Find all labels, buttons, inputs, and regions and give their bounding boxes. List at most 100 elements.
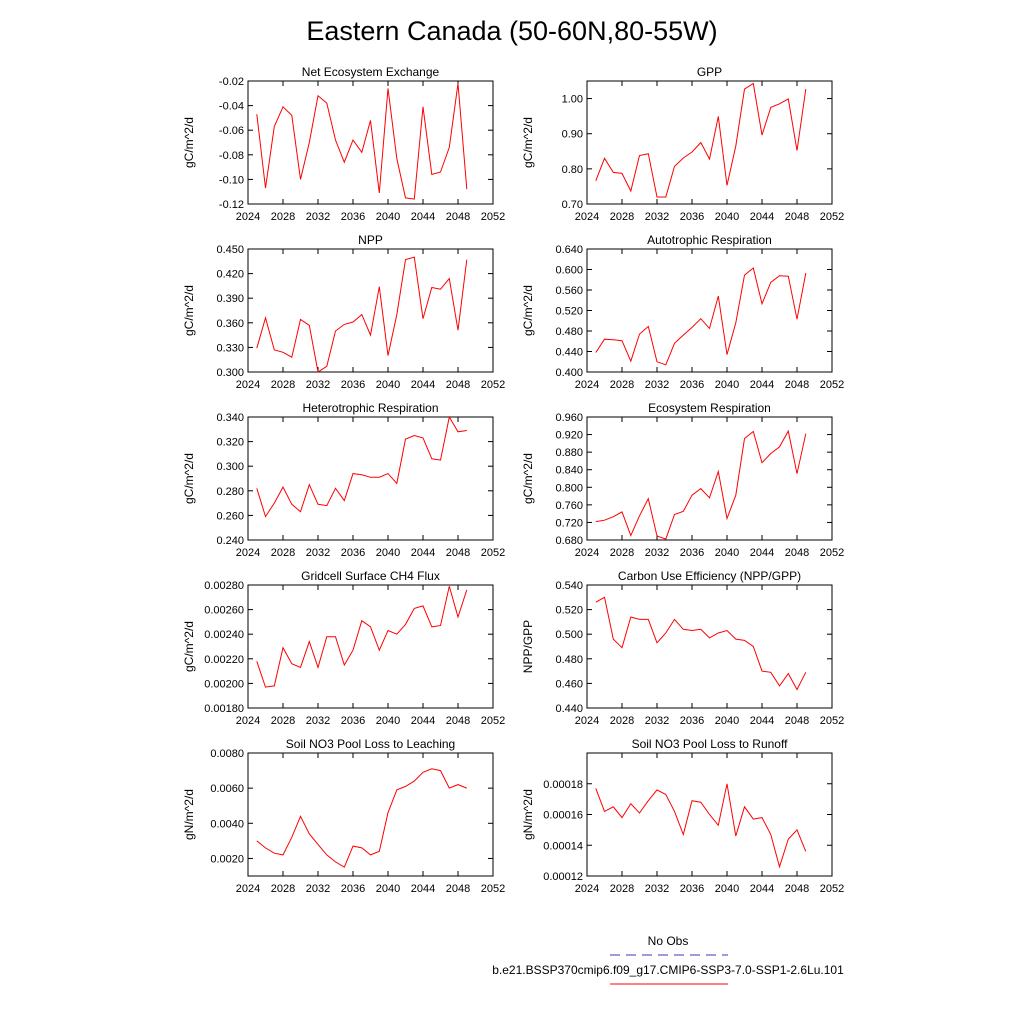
y-tick-label: 0.520: [555, 605, 583, 617]
legend-label-obs: No Obs: [648, 934, 689, 948]
y-tick-label: 0.320: [216, 437, 244, 449]
x-tick-label: 2028: [271, 715, 295, 727]
y-tick-label: 0.920: [555, 430, 583, 442]
x-tick-label: 2028: [610, 883, 634, 895]
y-axis-label: gC/m^2/d: [521, 117, 535, 168]
x-tick-label: 2044: [750, 211, 774, 223]
y-tick-label: 0.460: [555, 678, 583, 690]
x-tick-label: 2028: [610, 379, 634, 391]
x-tick-label: 2032: [645, 883, 669, 895]
x-tick-label: 2040: [715, 715, 739, 727]
y-tick-label: 0.0020: [210, 853, 244, 865]
plot-frame: [247, 248, 494, 373]
x-tick-label: 2052: [481, 715, 505, 727]
legend: No Obs b.e21.BSSP370cmip6.f09_g17.CMIP6-…: [492, 934, 844, 985]
x-tick-label: 2044: [411, 379, 435, 391]
x-tick-label: 2024: [236, 883, 260, 895]
panels: Net Ecosystem Exchange 2024 2028 2032 2036 20…: [182, 65, 844, 895]
y-tick-label: 0.520: [555, 306, 583, 318]
x-tick-label: 2032: [306, 211, 330, 223]
x-tick-label: 2032: [645, 379, 669, 391]
y-tick-label: 0.720: [555, 517, 583, 529]
x-tick-label: 2024: [236, 715, 260, 727]
y-axis-label: gC/m^2/d: [182, 453, 196, 504]
x-tick-label: 2048: [446, 211, 470, 223]
y-tick-label: 0.00016: [543, 810, 583, 822]
y-tick-label: 0.600: [555, 265, 583, 277]
x-tick-label: 2052: [820, 547, 844, 559]
plot-frame: [247, 416, 494, 541]
y-tick-label: 0.540: [555, 580, 583, 592]
panel-title: Carbon Use Efficiency (NPP/GPP): [618, 569, 801, 583]
y-tick-label: 0.480: [555, 654, 583, 666]
x-tick-label: 2028: [610, 715, 634, 727]
x-tick-label: 2028: [271, 883, 295, 895]
y-tick-label: 0.80: [562, 164, 583, 176]
x-tick-label: 2044: [750, 379, 774, 391]
panel-title: Net Ecosystem Exchange: [302, 65, 440, 79]
x-tick-label: 2024: [575, 547, 599, 559]
x-tick-label: 2036: [341, 547, 365, 559]
panel-3: Autotrophic Respiration 2024 2028 2032 2036 2…: [521, 233, 844, 391]
y-axis-label: gC/m^2/d: [182, 285, 196, 336]
plot-frame: [586, 80, 833, 205]
x-tick-label: 2052: [481, 883, 505, 895]
y-tick-label: 0.400: [555, 367, 583, 379]
y-tick-label: 0.800: [555, 482, 583, 494]
figure-title: Eastern Canada (50-60N,80-55W): [306, 16, 717, 46]
y-tick-label: 0.260: [216, 510, 244, 522]
x-tick-label: 2032: [645, 547, 669, 559]
y-tick-label: 0.240: [216, 535, 244, 547]
series-line: [256, 768, 467, 868]
x-tick-label: 2024: [575, 883, 599, 895]
x-tick-label: 2044: [750, 547, 774, 559]
y-axis-label: gC/m^2/d: [182, 117, 196, 168]
y-tick-label: 0.00012: [543, 871, 583, 883]
panel-0: Net Ecosystem Exchange 2024 2028 2032 2036 20…: [182, 65, 505, 223]
y-axis-label: gC/m^2/d: [521, 285, 535, 336]
x-tick-label: 2048: [785, 547, 809, 559]
x-tick-label: 2052: [820, 211, 844, 223]
y-tick-label: 0.680: [555, 535, 583, 547]
y-tick-label: -0.04: [219, 101, 244, 113]
y-tick-label: 0.480: [555, 326, 583, 338]
x-tick-label: 2040: [715, 883, 739, 895]
y-axis-label: NPP/GPP: [521, 620, 535, 673]
x-tick-label: 2032: [306, 715, 330, 727]
plot-frame: [247, 80, 494, 205]
y-tick-label: -0.08: [219, 150, 244, 162]
x-tick-label: 2028: [610, 211, 634, 223]
y-tick-label: 0.390: [216, 293, 244, 305]
y-tick-label: 0.960: [555, 412, 583, 424]
panel-2: NPP 2024 2028 2032 2036 2040 2044 2048 2052 0.300…: [182, 233, 505, 391]
y-tick-label: 0.360: [216, 318, 244, 330]
plot-frame: [586, 416, 833, 541]
x-tick-label: 2052: [481, 547, 505, 559]
x-tick-label: 2052: [481, 211, 505, 223]
y-tick-label: 0.90: [562, 129, 583, 141]
x-tick-label: 2040: [715, 379, 739, 391]
x-tick-label: 2040: [376, 715, 400, 727]
y-tick-label: 0.00240: [204, 629, 244, 641]
x-tick-label: 2032: [306, 883, 330, 895]
series-line: [256, 256, 468, 373]
x-tick-label: 2032: [306, 379, 330, 391]
panel-7: Carbon Use Efficiency (NPP/GPP) 2024 2028 2…: [521, 569, 844, 727]
x-tick-label: 2040: [715, 211, 739, 223]
y-axis-label: gC/m^2/d: [182, 621, 196, 672]
x-tick-label: 2048: [446, 715, 470, 727]
y-tick-label: -0.10: [219, 174, 244, 186]
series-line: [256, 586, 468, 688]
x-tick-label: 2040: [715, 547, 739, 559]
panel-title: Soil NO3 Pool Loss to Leaching: [286, 737, 455, 751]
x-tick-label: 2048: [785, 379, 809, 391]
series-line: [595, 267, 807, 366]
x-tick-label: 2024: [236, 547, 260, 559]
panel-title: Gridcell Surface CH4 Flux: [301, 569, 440, 583]
y-tick-label: -0.06: [219, 125, 244, 137]
panel-title: GPP: [697, 65, 722, 79]
panel-6: Gridcell Surface CH4 Flux 2024 2028 2032 203…: [182, 569, 505, 727]
panel-1: GPP 2024 2028 2032 2036 2040 2044 2048 2052 0.70 0…: [521, 65, 844, 223]
y-tick-label: 0.00220: [204, 654, 244, 666]
y-tick-label: 0.560: [555, 285, 583, 297]
